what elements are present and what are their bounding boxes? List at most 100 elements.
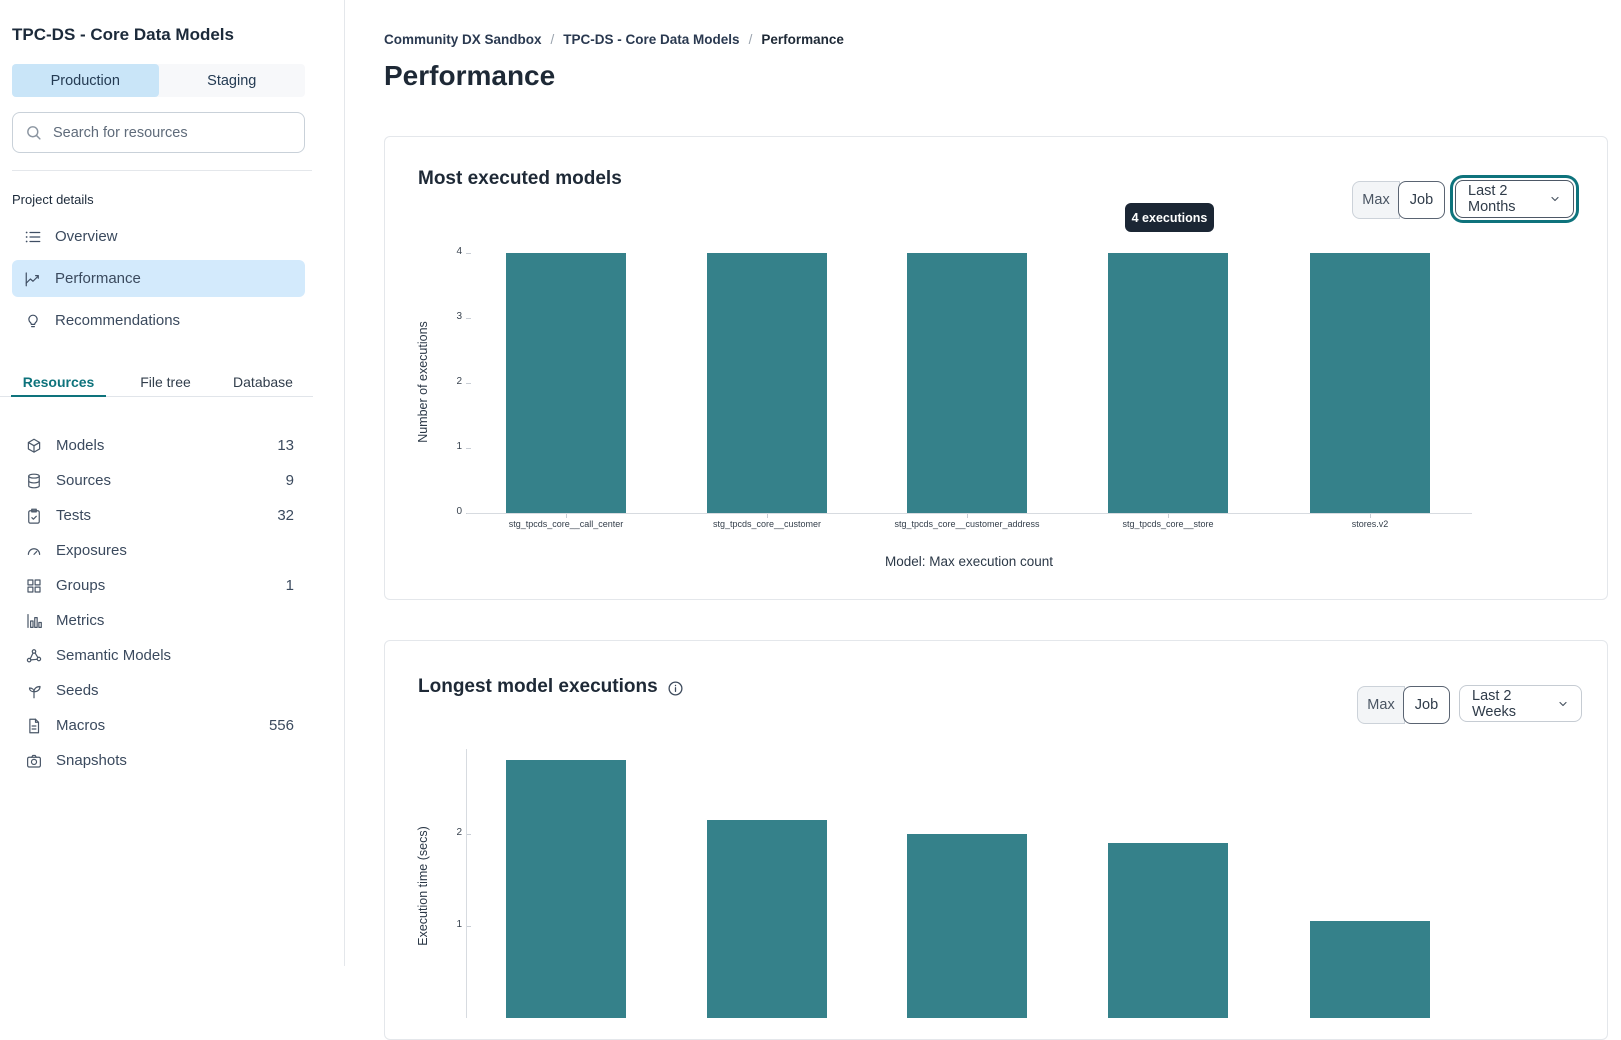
bar-stg-tpcds-core-customer[interactable]	[707, 253, 827, 513]
bar-stores-v2[interactable]	[1310, 253, 1430, 513]
y-tick-label: 3	[456, 311, 462, 322]
period-dropdown[interactable]: Last 2 Months	[1455, 180, 1574, 218]
database-icon	[25, 472, 43, 490]
resource-item-tests[interactable]: Tests 32	[12, 498, 294, 533]
job-toggle-button[interactable]: Job	[1398, 181, 1445, 219]
y-tick-label: 4	[456, 246, 462, 257]
env-tab-production[interactable]: Production	[12, 64, 159, 97]
period-dropdown-value: Last 2 Months	[1468, 183, 1516, 215]
bar-1[interactable]	[506, 760, 626, 1018]
bar-2[interactable]	[707, 820, 827, 1018]
tab-database[interactable]: Database	[233, 374, 293, 390]
resource-label: Macros	[56, 717, 106, 734]
resource-item-semantic-models[interactable]: Semantic Models	[12, 638, 294, 673]
job-toggle-button[interactable]: Job	[1403, 686, 1450, 724]
sidebar-item-performance[interactable]: Performance	[12, 260, 305, 297]
search-input[interactable]	[51, 123, 292, 142]
y-tick-mark	[466, 253, 471, 254]
tab-resources[interactable]: Resources	[0, 368, 117, 397]
x-tick-mark	[1168, 514, 1169, 518]
y-tick-mark	[466, 448, 471, 449]
period-dropdown[interactable]: Last 2 Weeks	[1459, 685, 1582, 722]
resource-label: Groups	[56, 577, 106, 594]
search-icon	[25, 124, 42, 141]
y-tick-mark	[466, 926, 471, 927]
metric-toggle: Max Job	[1352, 181, 1445, 219]
gauge-icon	[25, 542, 43, 560]
resource-label: Metrics	[56, 612, 105, 629]
most-executed-models-card: Most executed models Max Job Last 2 Mont…	[384, 136, 1608, 600]
sidebar-item-recommendations[interactable]: Recommendations	[12, 302, 305, 339]
x-axis-title: Model: Max execution count	[884, 554, 1054, 569]
resource-item-exposures[interactable]: Exposures	[12, 533, 294, 568]
resource-item-sources[interactable]: Sources 9	[12, 463, 294, 498]
project-details-nav: Overview Performance Recommendations	[12, 218, 305, 344]
y-tick-label: 0	[456, 506, 462, 517]
bar-stg-tpcds-core-store[interactable]	[1108, 253, 1228, 513]
project-details-label: Project details	[12, 192, 94, 207]
resource-count: 9	[285, 472, 294, 489]
max-toggle-button[interactable]: Max	[1357, 686, 1405, 724]
resource-item-seeds[interactable]: Seeds	[12, 673, 294, 708]
resource-count: 556	[268, 717, 294, 734]
y-axis-label: Execution time (secs)	[416, 826, 430, 946]
graph-nodes-icon	[25, 647, 43, 665]
period-dropdown-value: Last 2 Weeks	[1472, 687, 1517, 720]
bar-4[interactable]	[1108, 843, 1228, 1018]
resource-label: Sources	[56, 472, 112, 489]
x-tick-mark	[967, 514, 968, 518]
resource-count: 32	[277, 507, 294, 524]
y-tick-mark	[466, 383, 471, 384]
env-tab-staging[interactable]: Staging	[207, 72, 257, 89]
bar-stg-tpcds-core-customer-address[interactable]	[907, 253, 1027, 513]
seedling-icon	[25, 682, 43, 700]
page-title: Performance	[384, 60, 556, 91]
resource-label: Models	[56, 437, 105, 454]
resource-item-models[interactable]: Models 13	[12, 428, 294, 463]
overview-list-icon	[24, 228, 42, 246]
sidebar-item-label: Performance	[55, 270, 141, 287]
resource-item-groups[interactable]: Groups 1	[12, 568, 294, 603]
breadcrumb-item-tpc-ds-core-data-models[interactable]: TPC-DS - Core Data Models	[563, 32, 740, 47]
x-tick-mark	[767, 514, 768, 518]
x-tick-label: stg_tpcds_core__customer_address	[894, 519, 1040, 529]
bar-5[interactable]	[1310, 921, 1430, 1018]
file-icon	[25, 717, 43, 735]
x-tick-label: stores.v2	[1351, 519, 1389, 529]
x-tick-label: stg_tpcds_core__call_center	[508, 519, 624, 529]
x-tick-label: stg_tpcds_core__customer	[712, 519, 822, 529]
sidebar-item-overview[interactable]: Overview	[12, 218, 305, 255]
bar-chart-icon	[25, 612, 43, 630]
y-tick-label: 2	[456, 376, 462, 387]
resource-label: Seeds	[56, 682, 99, 699]
card-title: Most executed models	[418, 168, 622, 189]
bar-3[interactable]	[907, 834, 1027, 1018]
sidebar-divider	[12, 170, 312, 171]
metric-toggle: Max Job	[1357, 686, 1450, 724]
camera-icon	[25, 752, 43, 770]
resource-item-snapshots[interactable]: Snapshots	[12, 743, 294, 778]
bar-stg-tpcds-core-call-center[interactable]	[506, 253, 626, 513]
clipboard-check-icon	[25, 507, 43, 525]
resource-item-metrics[interactable]: Metrics	[12, 603, 294, 638]
cube-icon	[25, 437, 43, 455]
breadcrumb: Community DX Sandbox / TPC-DS - Core Data …	[384, 32, 844, 47]
sidebar: TPC-DS - Core Data Models Production Sta…	[0, 0, 344, 966]
main-content: Community DX Sandbox / TPC-DS - Core Data …	[344, 0, 1621, 1040]
lightbulb-icon	[24, 312, 42, 330]
breadcrumb-item-performance: Performance	[761, 32, 844, 47]
resource-item-macros[interactable]: Macros 556	[12, 708, 294, 743]
breadcrumb-separator: /	[550, 32, 555, 47]
environment-toggle: Production Staging	[12, 64, 305, 97]
y-tick-label: 1	[456, 441, 462, 452]
resource-list: Models 13 Sources 9 Tests 32 Exposures Groups 1 M…	[12, 428, 294, 778]
search-box[interactable]	[12, 112, 305, 153]
info-icon[interactable]	[667, 680, 684, 697]
breadcrumb-item-community-dx-sandbox[interactable]: Community DX Sandbox	[384, 32, 542, 47]
resource-label: Exposures	[56, 542, 127, 559]
tab-file-tree[interactable]: File tree	[140, 374, 191, 390]
project-title: TPC-DS - Core Data Models	[12, 25, 234, 44]
max-toggle-button[interactable]: Max	[1352, 181, 1400, 219]
y-tick-label: 2	[456, 827, 462, 838]
x-tick-label: stg_tpcds_core__store	[1122, 519, 1214, 529]
